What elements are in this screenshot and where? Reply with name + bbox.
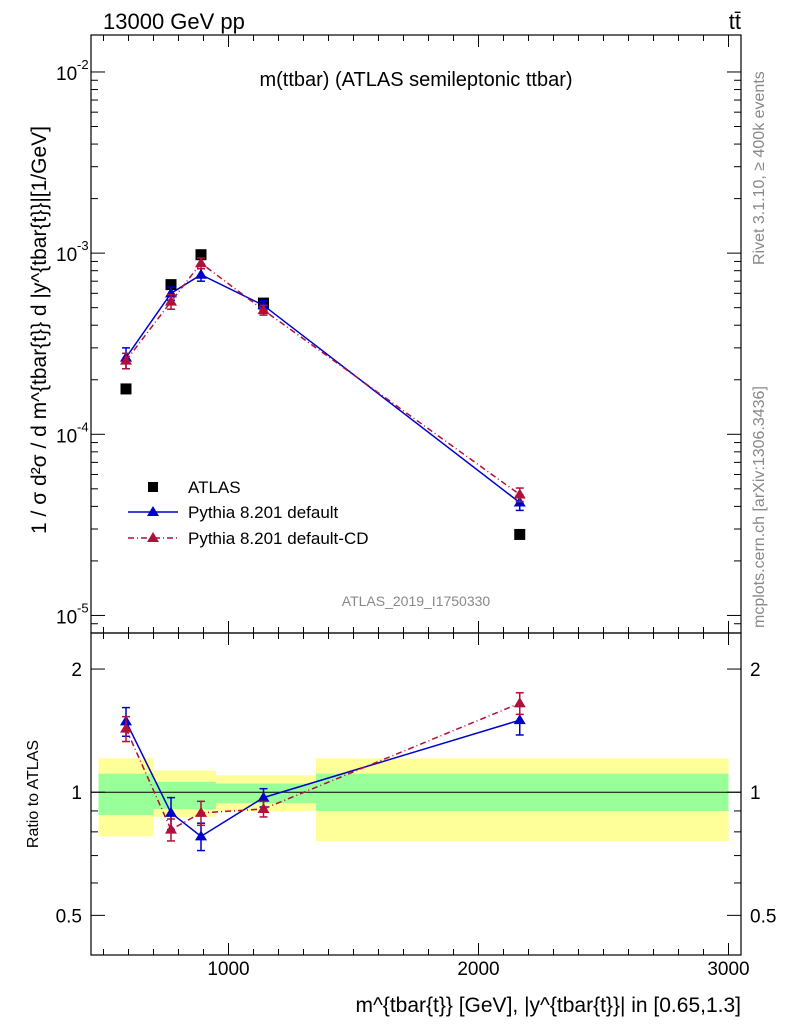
data-point xyxy=(513,714,526,725)
y-tick-label: 2 xyxy=(71,660,82,681)
site-label: mcplots.cern.ch [arXiv:1306.3436] xyxy=(751,386,768,628)
process-label: tt̄ xyxy=(729,9,741,34)
data-point xyxy=(257,791,270,802)
y-tick-label: 10 xyxy=(56,245,77,266)
y-tick-label: 10 xyxy=(56,64,77,85)
y-tick-exponent: -5 xyxy=(77,600,89,615)
ratio-y-ticks: 0.5 0.5 1 1 2 2 xyxy=(56,660,777,927)
x-tick-label: 3000 xyxy=(707,959,749,980)
uncertainty-band-inner xyxy=(98,773,154,815)
y-tick-exponent: -3 xyxy=(77,238,89,253)
legend: ATLAS Pythia 8.201 default Pythia 8.201 … xyxy=(128,478,369,548)
data-point xyxy=(120,383,132,395)
x-tick-label: 2000 xyxy=(457,959,499,980)
data-point xyxy=(165,279,177,291)
data-point xyxy=(195,257,207,268)
ratio-ylabel: Ratio to ATLAS xyxy=(25,740,42,848)
legend-label-default: Pythia 8.201 default xyxy=(188,503,339,522)
data-point xyxy=(195,830,207,841)
main-panel: m(ttbar) (ATLAS semileptonic ttbar) 1 / … xyxy=(28,34,742,634)
data-point xyxy=(165,823,177,834)
y-tick-label: 1 xyxy=(71,783,82,804)
legend-label-default-cd: Pythia 8.201 default-CD xyxy=(188,529,369,548)
x-ticks: 1000 2000 3000 xyxy=(103,35,750,980)
x-tick-label: 1000 xyxy=(207,959,249,980)
series-line xyxy=(125,273,521,504)
series-line xyxy=(125,262,521,496)
uncertainty-band-inner xyxy=(153,781,216,809)
ratio-panel: Ratio to ATLAS 0.5 0.5 1 1 2 2 xyxy=(25,632,777,956)
y-tick-label-right: 1 xyxy=(750,783,761,804)
data-point xyxy=(257,802,270,813)
ratio-series xyxy=(120,692,526,852)
data-point xyxy=(514,528,526,540)
legend-marker-default-cd xyxy=(147,532,159,542)
y-tick-label: 0.5 xyxy=(56,906,82,927)
main-ylabel: 1 / σ d²σ / d m^{tbar{t}} d |y^{tbar{t}}… xyxy=(28,126,51,534)
rivet-label: Rivet 3.1.10, ≥ 400k events xyxy=(751,71,768,265)
y-tick-exponent: -2 xyxy=(77,57,89,72)
data-point xyxy=(195,249,207,261)
data-point xyxy=(120,354,132,365)
data-point xyxy=(257,304,270,315)
data-point xyxy=(195,806,207,817)
data-point xyxy=(195,268,207,279)
main-series xyxy=(120,249,526,540)
data-point xyxy=(165,806,177,817)
y-tick-label-right: 2 xyxy=(750,660,761,681)
y-tick-exponent: -4 xyxy=(77,419,89,434)
data-point xyxy=(513,697,526,708)
x-axis-label: m^{tbar{t}} [GeV], |y^{tbar{t}}| in [0.6… xyxy=(355,994,741,1017)
beam-label: 13000 GeV pp xyxy=(103,9,245,34)
analysis-id: ATLAS_2019_I1750330 xyxy=(342,593,491,609)
ratio-bands xyxy=(91,758,741,841)
data-point xyxy=(120,722,132,733)
y-tick-label: 10 xyxy=(56,426,77,447)
y-tick-label: 10 xyxy=(56,607,77,628)
legend-label-atlas: ATLAS xyxy=(188,478,241,497)
main-y-ticks: 10-510-410-310-2 xyxy=(56,57,741,634)
y-tick-label-right: 0.5 xyxy=(750,906,776,927)
ratio-frame xyxy=(90,632,742,956)
data-point xyxy=(513,488,526,499)
main-title: m(ttbar) (ATLAS semileptonic ttbar) xyxy=(259,69,572,91)
data-point xyxy=(165,295,177,306)
legend-marker-atlas xyxy=(148,482,158,492)
legend-marker-default xyxy=(147,506,159,516)
